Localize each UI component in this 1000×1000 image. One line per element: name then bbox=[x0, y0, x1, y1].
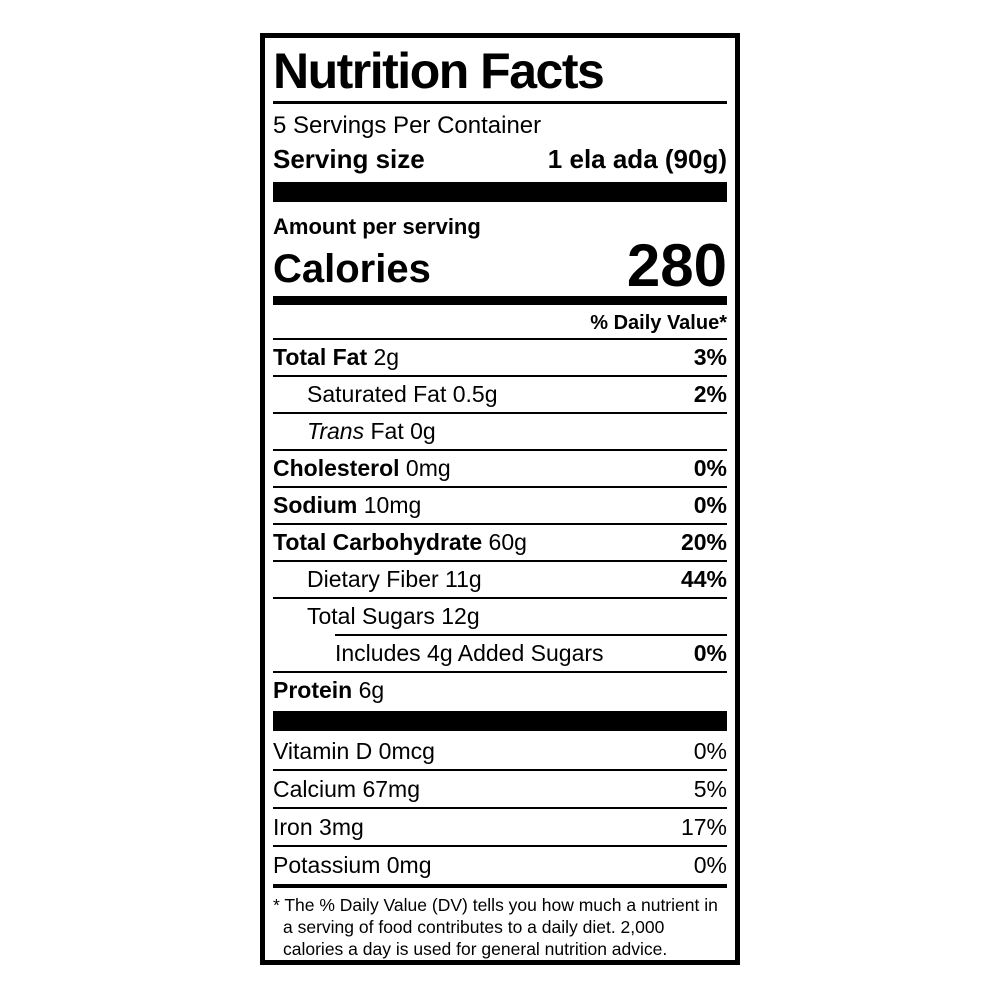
serving-size-label: Serving size bbox=[273, 144, 425, 174]
thick-separator-micronutrients bbox=[273, 711, 727, 731]
nutrition-facts-label: Nutrition Facts 5 Servings Per Container… bbox=[260, 33, 740, 965]
nutrient-dv: 0% bbox=[693, 455, 727, 481]
nutrient-row-added-sugars: Includes 4g Added Sugars 0% bbox=[335, 634, 727, 671]
micronutrient-dv: 17% bbox=[680, 813, 727, 840]
micronutrient-row-vitamin-d: Vitamin D 0mcg 0% bbox=[273, 733, 727, 769]
nutrient-name: Cholesterol 0mg bbox=[273, 455, 451, 481]
nutrient-dv: 44% bbox=[680, 566, 727, 592]
micronutrient-name: Vitamin D 0mcg bbox=[273, 737, 435, 764]
nutrient-row-cholesterol: Cholesterol 0mg 0% bbox=[273, 449, 727, 486]
nutrient-dv: 0% bbox=[693, 640, 727, 666]
nutrient-row-protein: Protein 6g bbox=[273, 671, 727, 708]
micronutrient-dv: 0% bbox=[693, 851, 727, 878]
nutrient-dv: 20% bbox=[680, 529, 727, 555]
amount-per-serving-label: Amount per serving bbox=[273, 214, 481, 239]
nutrient-name: Protein 6g bbox=[273, 677, 385, 703]
daily-value-header: % Daily Value* bbox=[590, 312, 727, 334]
micronutrient-name: Potassium 0mg bbox=[273, 851, 432, 878]
thick-separator-top bbox=[273, 182, 727, 202]
micronutrient-row-potassium: Potassium 0mg 0% bbox=[273, 845, 727, 883]
nutrient-row-sodium: Sodium 10mg 0% bbox=[273, 486, 727, 523]
daily-value-footnote: * The % Daily Value (DV) tells you how m… bbox=[273, 884, 727, 960]
micronutrient-dv: 0% bbox=[693, 737, 727, 764]
nutrient-name: Includes 4g Added Sugars bbox=[335, 640, 604, 666]
nutrient-name: Dietary Fiber 11g bbox=[307, 566, 482, 592]
nutrient-row-total-sugars: Total Sugars 12g bbox=[273, 597, 727, 634]
nutrient-name: Saturated Fat 0.5g bbox=[307, 381, 498, 407]
nutrient-dv: 0% bbox=[693, 492, 727, 518]
nutrient-name: Sodium 10mg bbox=[273, 492, 422, 518]
micronutrient-row-iron: Iron 3mg 17% bbox=[273, 807, 727, 845]
nutrient-name: Total Carbohydrate 60g bbox=[273, 529, 527, 555]
nutrient-dv: 3% bbox=[693, 344, 727, 370]
calories-row: Calories 280 bbox=[273, 232, 727, 299]
nutrient-name: Trans Fat 0g bbox=[307, 418, 436, 444]
micronutrient-row-calcium: Calcium 67mg 5% bbox=[273, 769, 727, 807]
nutrient-dv: 2% bbox=[693, 381, 727, 407]
serving-size-value: 1 ela ada (90g) bbox=[547, 144, 727, 174]
micronutrients-section: Vitamin D 0mcg 0% Calcium 67mg 5% Iron 3… bbox=[273, 733, 727, 883]
nutrient-row-dietary-fiber: Dietary Fiber 11g 44% bbox=[273, 560, 727, 597]
calories-value: 280 bbox=[626, 232, 727, 299]
nutrient-row-total-carbohydrate: Total Carbohydrate 60g 20% bbox=[273, 523, 727, 560]
micronutrient-name: Calcium 67mg bbox=[273, 775, 421, 802]
calories-label: Calories bbox=[273, 247, 431, 291]
medium-separator-calories bbox=[273, 296, 727, 305]
nutrient-name: Total Sugars 12g bbox=[307, 603, 480, 629]
nutrient-row-trans-fat: Trans Fat 0g bbox=[273, 412, 727, 449]
label-title: Nutrition Facts bbox=[273, 38, 727, 104]
micronutrient-name: Iron 3mg bbox=[273, 813, 364, 840]
serving-size-row: Serving size 1 ela ada (90g) bbox=[273, 143, 727, 175]
nutrient-row-saturated-fat: Saturated Fat 0.5g 2% bbox=[273, 375, 727, 412]
nutrient-row-total-fat: Total Fat 2g 3% bbox=[273, 338, 727, 375]
micronutrient-dv: 5% bbox=[693, 775, 727, 802]
servings-per-container: 5 Servings Per Container bbox=[273, 112, 542, 139]
nutrient-name: Total Fat 2g bbox=[273, 344, 400, 370]
